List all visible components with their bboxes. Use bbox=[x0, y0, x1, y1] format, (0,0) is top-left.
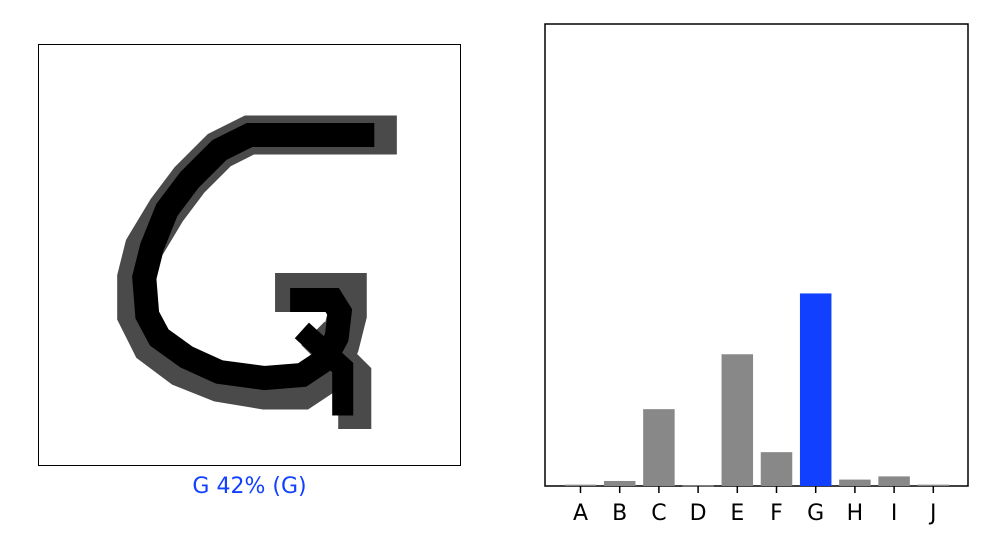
x-tick-label-b: B bbox=[612, 501, 627, 526]
bar-j bbox=[917, 484, 950, 486]
bar-c bbox=[643, 409, 675, 486]
x-tick-label-h: H bbox=[847, 501, 864, 526]
bar-b bbox=[603, 480, 636, 486]
x-tick-label-f: F bbox=[770, 501, 783, 526]
digit-image-panel bbox=[38, 44, 461, 466]
x-tick-label-i: I bbox=[891, 501, 898, 526]
x-tick-label-j: J bbox=[928, 501, 937, 526]
prediction-caption: G 42% (G) bbox=[192, 474, 307, 499]
bar-d bbox=[682, 485, 714, 487]
handwritten-letter-image bbox=[117, 115, 397, 429]
bars-group bbox=[564, 293, 950, 487]
x-tick-label-a: A bbox=[573, 501, 588, 526]
bar-e bbox=[721, 354, 754, 486]
bar-a bbox=[564, 484, 597, 486]
x-tick-label-g: G bbox=[807, 501, 824, 526]
bar-h bbox=[839, 479, 871, 486]
chart-frame bbox=[544, 23, 969, 487]
bar-f bbox=[760, 452, 793, 486]
x-tick-label-d: D bbox=[690, 501, 707, 526]
x-tick-label-e: E bbox=[730, 501, 744, 526]
x-tick-label-c: C bbox=[651, 501, 666, 526]
bar-g bbox=[799, 293, 832, 486]
bar-i bbox=[878, 476, 910, 486]
